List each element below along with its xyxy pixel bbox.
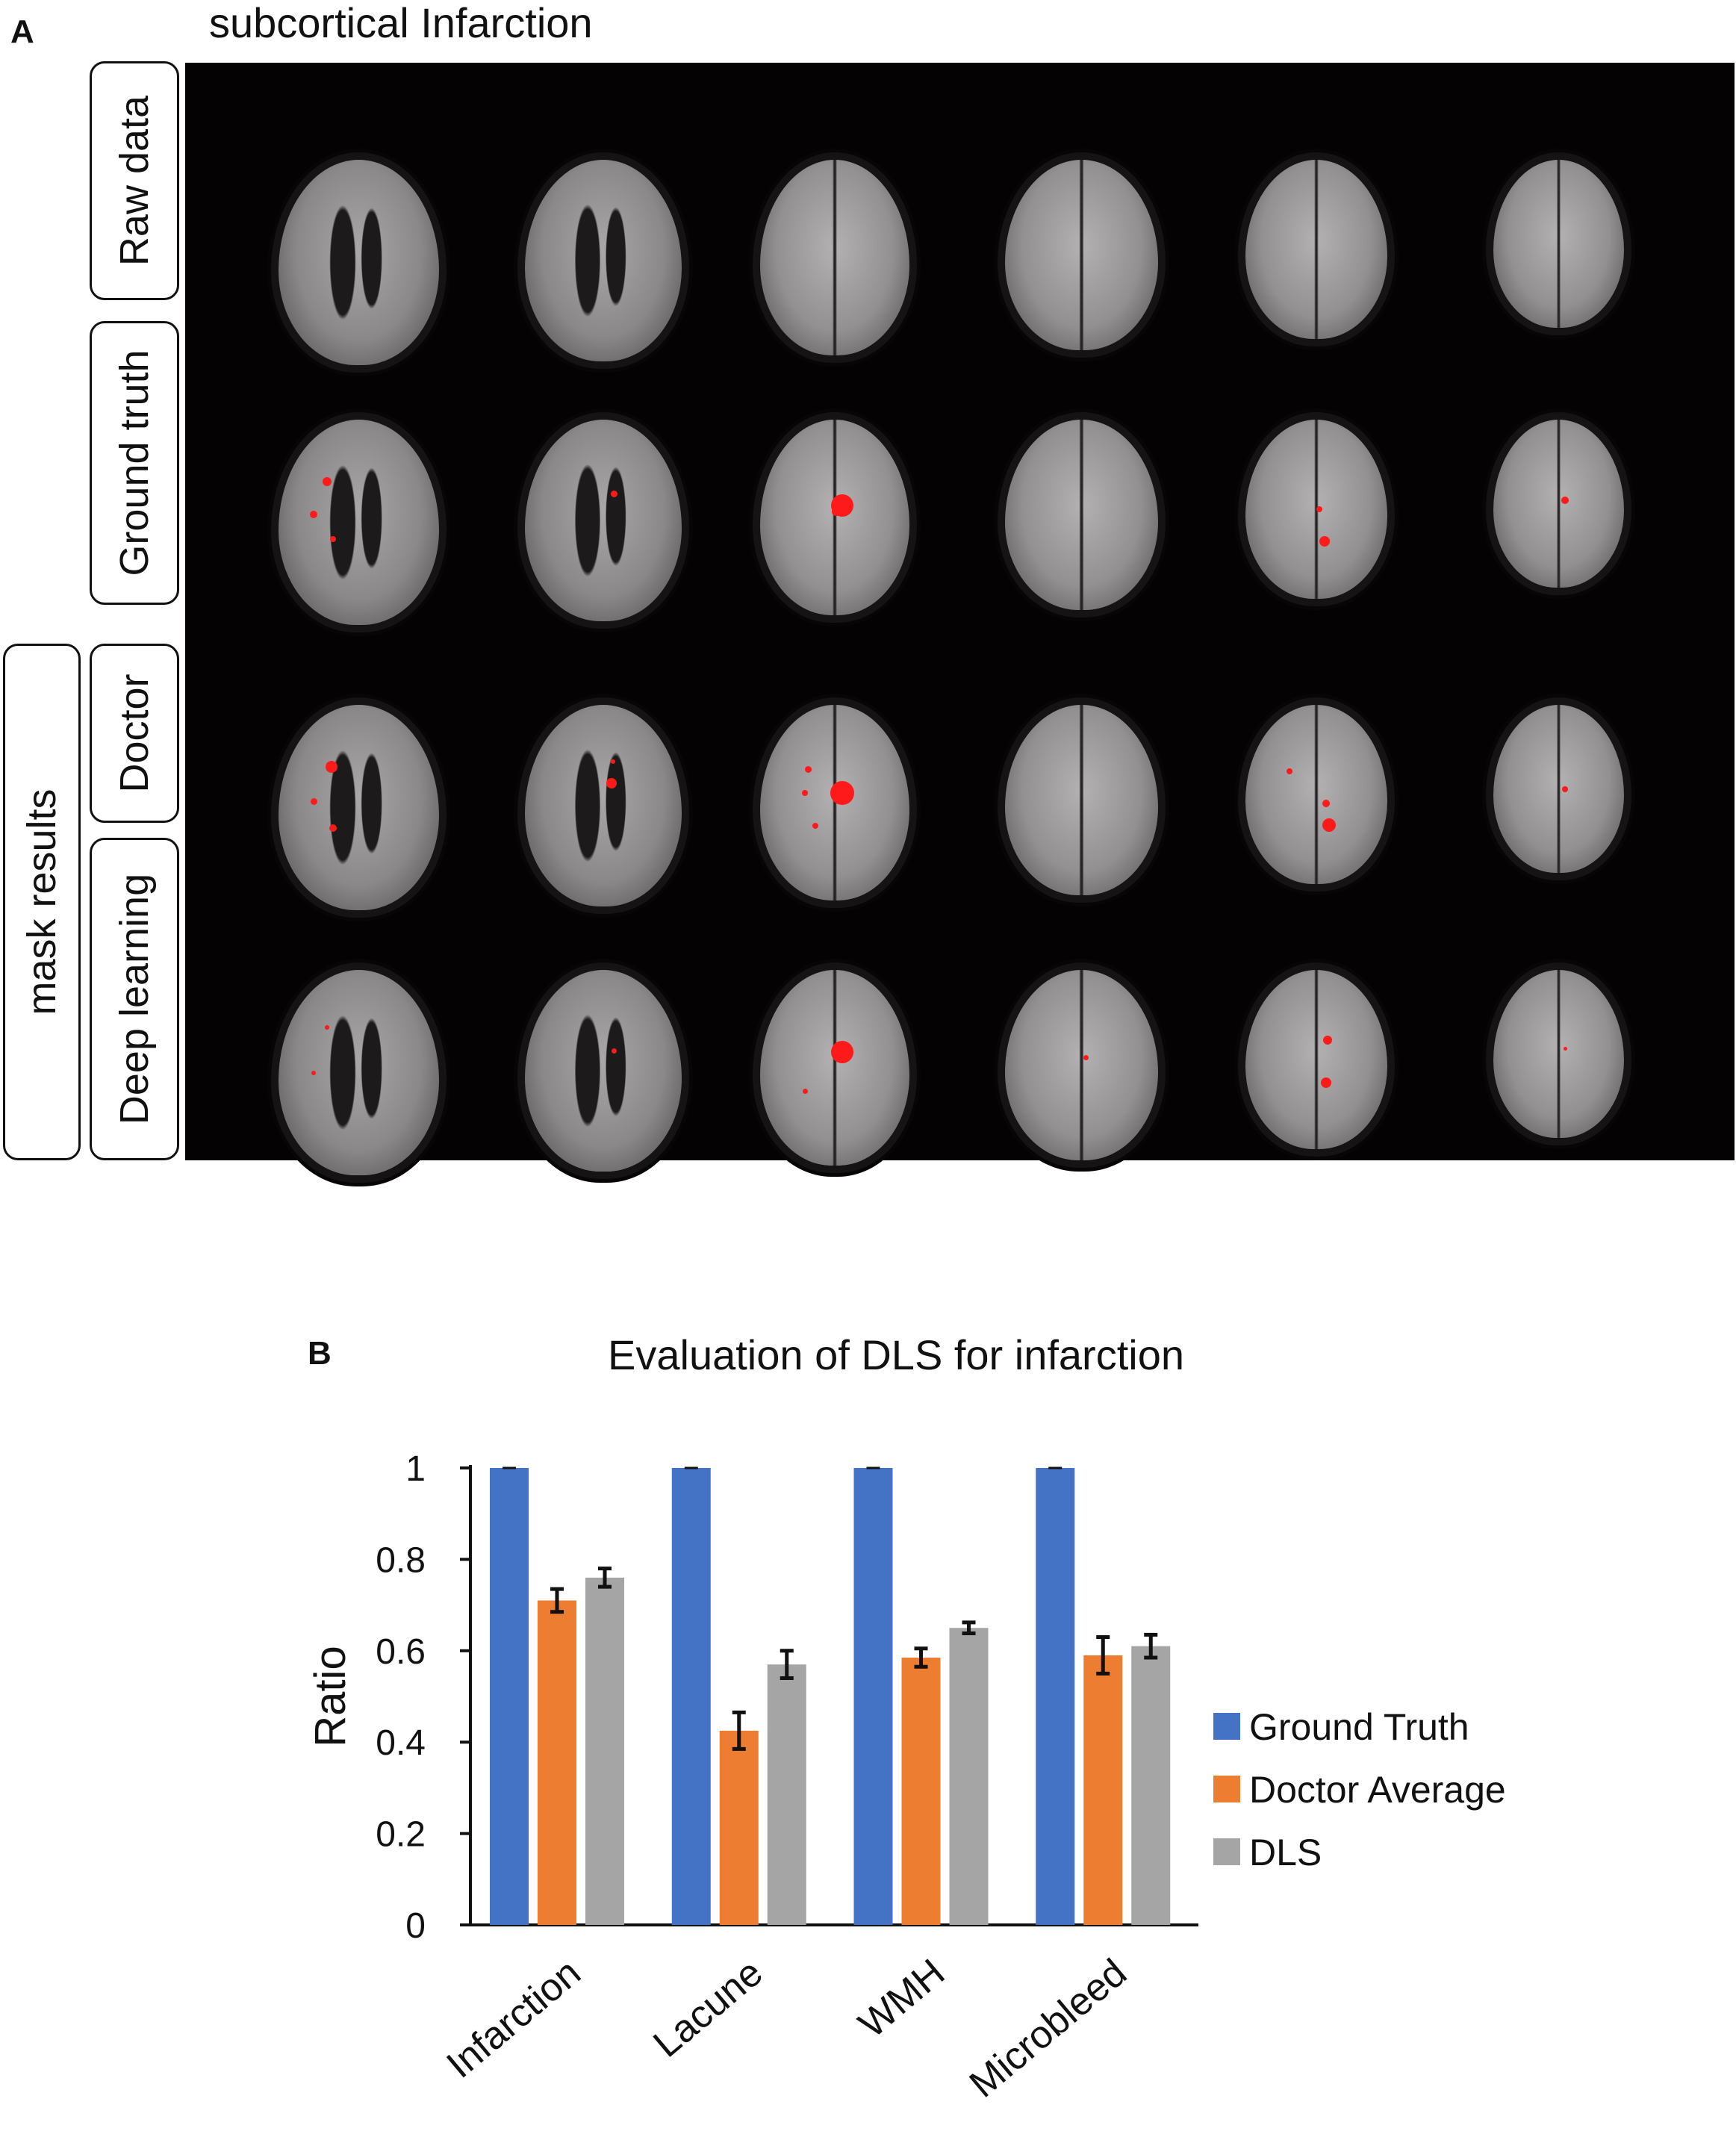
lesion-marker [830, 780, 854, 805]
lesion-marker [325, 760, 337, 773]
brain-scan-r1-c5 [1245, 160, 1387, 339]
y-tick-label: 1 [405, 1449, 426, 1489]
brain-scan-r2-c3 [760, 420, 909, 615]
bar-chart: Evaluation of DLS for infarction 0 0.2 0.4 0… [306, 1331, 1506, 2106]
legend-swatch-ground-truth [1213, 1713, 1240, 1740]
lesion-marker [606, 778, 617, 789]
mri-image-grid [185, 63, 1735, 1175]
lesion-marker [310, 510, 318, 518]
lesion-marker [1562, 786, 1569, 792]
lesion-marker [1319, 536, 1331, 547]
bar-ground-truth-lacune [671, 1468, 711, 1925]
lesion-marker [611, 491, 618, 498]
lesion-marker [1323, 1035, 1333, 1045]
y-tick-label: 0.8 [376, 1540, 426, 1580]
lesion-marker [324, 1025, 329, 1030]
y-tick-label: 0.4 [376, 1723, 426, 1763]
lesion-marker [802, 1088, 808, 1094]
y-axis-label: Ratio [306, 1646, 355, 1746]
brain-scan-r4-c5 [1245, 970, 1387, 1149]
brain-scan-r4-c1 [279, 970, 439, 1175]
lesion-marker [330, 535, 337, 542]
brain-scan-r4-c6 [1493, 970, 1624, 1138]
lesion-marker [612, 1048, 617, 1054]
panel-a-letter: A [10, 13, 34, 50]
legend-label-doctor-average: Doctor Average [1249, 1769, 1506, 1811]
bar-ground-truth-microbleed [1036, 1468, 1075, 1925]
legend-label-dls: DLS [1249, 1832, 1322, 1873]
x-tick-label-wmh: WMH [850, 1951, 953, 2047]
lesion-marker [1083, 1054, 1089, 1060]
brain-scan-r3-c5 [1245, 705, 1387, 884]
brain-scan-r4-c3 [760, 970, 909, 1166]
lesion-marker [310, 797, 317, 805]
brain-scan-r3-c2 [525, 705, 682, 906]
group-label-mask-results: mask results [3, 644, 81, 1160]
panel-b-letter: B [308, 1335, 332, 1372]
lesion-marker [1563, 1047, 1567, 1051]
brain-scan-r3-c1 [279, 705, 439, 910]
brain-scan-r2-c2 [525, 420, 682, 621]
brain-scan-r1-c1 [279, 160, 439, 365]
bar-doctor-average-lacune [719, 1730, 759, 1925]
lesion-marker [831, 1041, 853, 1064]
brain-scan-r3-c4 [1005, 705, 1158, 895]
brain-scan-r1-c3 [760, 160, 909, 355]
lesion-marker [1321, 1077, 1332, 1089]
bar-dls-infarction [585, 1577, 624, 1925]
row-label-ground-truth-text: Ground truth [112, 349, 157, 576]
lesion-marker [1561, 497, 1569, 504]
legend-swatch-dls [1213, 1838, 1240, 1865]
lesion-marker [1316, 506, 1322, 512]
bar-dls-microbleed [1131, 1646, 1171, 1925]
bar-ground-truth-infarction [490, 1468, 529, 1925]
lesion-marker [329, 824, 337, 832]
bar-dls-wmh [949, 1628, 989, 1925]
x-tick-label-microbleed: Microbleed [962, 1951, 1135, 2106]
panel-a-title: subcortical Infarction [209, 0, 593, 46]
brain-scan-r2-c1 [279, 420, 439, 625]
brain-scan-r3-c3 [760, 705, 909, 900]
y-tick-label: 0.6 [376, 1632, 426, 1672]
lesion-marker [1322, 800, 1331, 807]
brain-scan-r1-c2 [525, 160, 682, 361]
lesion-marker [1322, 818, 1337, 832]
row-label-doctor-text: Doctor [112, 674, 157, 793]
row-label-doctor: Doctor [90, 644, 179, 823]
brain-scan-r3-c6 [1493, 705, 1624, 873]
lesion-marker [610, 759, 615, 764]
group-label-mask-results-text: mask results [19, 788, 64, 1015]
x-tick-label-lacune: Lacune [645, 1951, 771, 2066]
lesion-marker [832, 507, 841, 517]
row-label-deep-learning: Deep learning [90, 838, 179, 1160]
lesion-marker [311, 1070, 317, 1075]
row-label-raw-data-text: Raw data [112, 95, 157, 267]
legend-swatch-doctor-average [1213, 1776, 1240, 1802]
brain-scan-r1-c6 [1493, 160, 1624, 328]
lesion-marker [812, 823, 818, 830]
bar-doctor-average-microbleed [1083, 1655, 1123, 1925]
bar-dls-lacune [767, 1664, 806, 1925]
brain-scan-r4-c2 [525, 970, 682, 1172]
lesion-marker [322, 476, 332, 486]
y-tick-label: 0 [405, 1906, 426, 1946]
chart-title: Evaluation of DLS for infarction [608, 1331, 1184, 1378]
brain-scan-r2-c6 [1493, 420, 1624, 588]
brain-scan-r1-c4 [1005, 160, 1158, 350]
lesion-marker [1286, 768, 1292, 774]
bar-doctor-average-wmh [901, 1657, 941, 1925]
brain-scan-r4-c4 [1005, 970, 1158, 1160]
lesion-marker [804, 765, 812, 773]
legend-label-ground-truth: Ground Truth [1249, 1706, 1469, 1748]
x-tick-label-infarction: Infarction [439, 1951, 589, 2087]
row-label-deep-learning-text: Deep learning [112, 873, 157, 1125]
bar-doctor-average-infarction [538, 1600, 576, 1925]
bar-ground-truth-wmh [853, 1468, 893, 1925]
brain-scan-r2-c5 [1245, 420, 1387, 599]
lesion-marker [802, 789, 808, 796]
brain-scan-r2-c4 [1005, 420, 1158, 610]
row-label-ground-truth: Ground truth [90, 321, 179, 605]
y-tick-label: 0.2 [376, 1815, 426, 1855]
row-label-raw-data: Raw data [90, 61, 179, 300]
